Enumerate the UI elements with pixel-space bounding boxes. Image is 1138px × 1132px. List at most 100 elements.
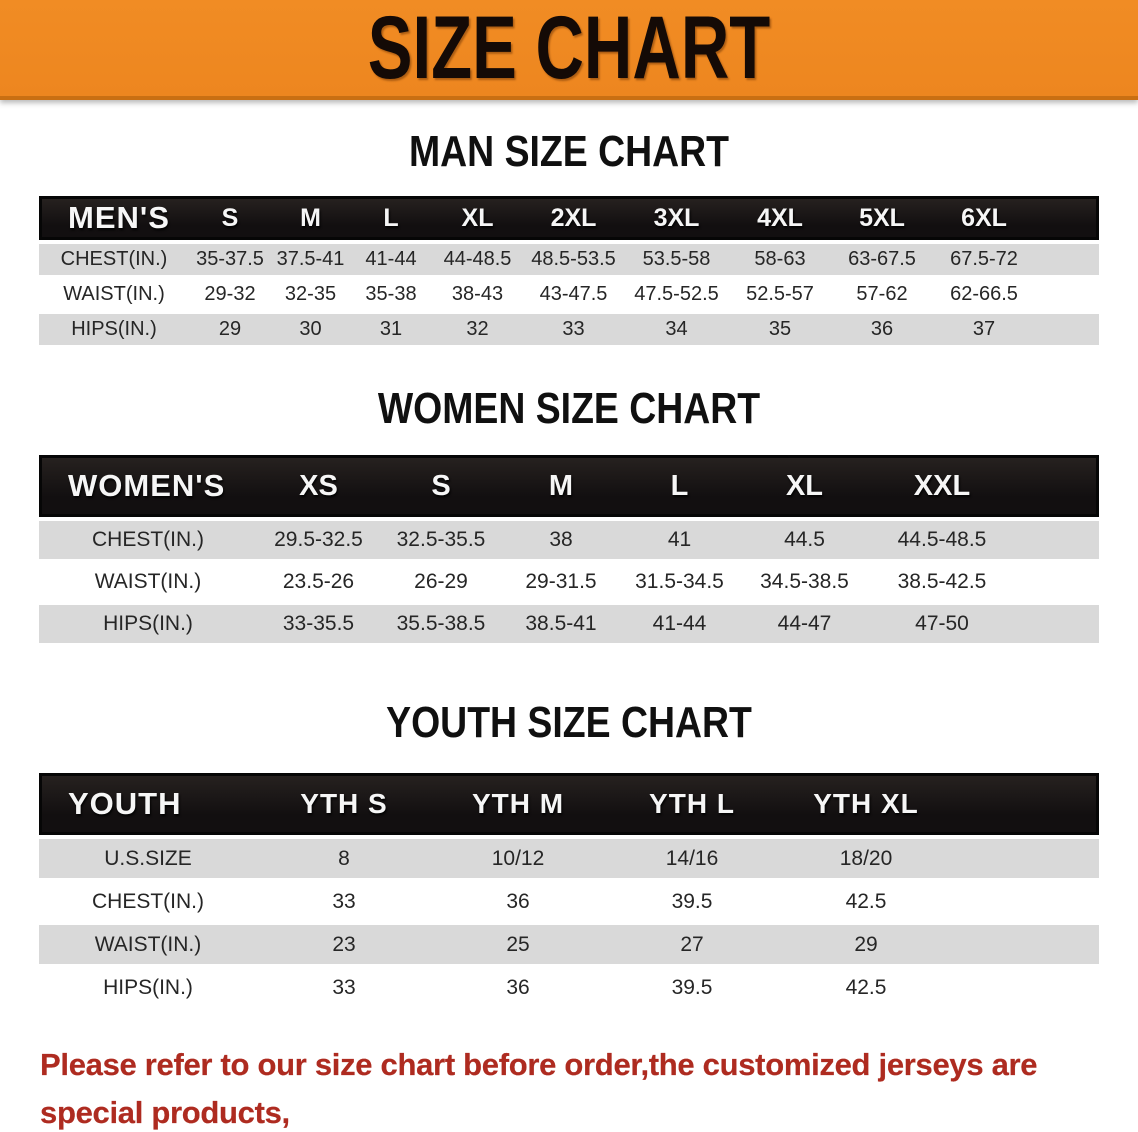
measurement-label-cell: CHEST(IN.) [39, 521, 257, 559]
measurement-value-cell: 33 [523, 314, 624, 345]
size-column-header-cell: M [502, 455, 620, 517]
size-column-header-cell: L [620, 455, 739, 517]
measurement-value-cell: 42.5 [779, 968, 953, 1007]
measurement-value-cell: 58-63 [729, 244, 831, 275]
measurement-value-cell: 47.5-52.5 [624, 279, 729, 310]
row-filler-cell [953, 925, 1099, 964]
measurement-row: HIPS(IN.) 33-35.5 35.5-38.5 38.5-41 41-44 44-… [39, 605, 1099, 643]
size-header-row: YOUTH YTH S YTH M YTH L YTH XL [39, 773, 1099, 835]
measurement-value-cell: 35.5-38.5 [380, 605, 502, 643]
measurement-value-cell: 36 [431, 882, 605, 921]
measurement-value-cell: 31.5-34.5 [620, 563, 739, 601]
title-banner: SIZE CHART [0, 0, 1138, 100]
measurement-value-cell: 41-44 [620, 605, 739, 643]
measurement-value-cell: 39.5 [605, 882, 779, 921]
size-column-header-cell: YTH S [257, 773, 431, 835]
row-filler-cell [953, 882, 1099, 921]
measurement-value-cell: 32.5-35.5 [380, 521, 502, 559]
measurement-value-cell: 62-66.5 [933, 279, 1035, 310]
measurement-value-cell: 67.5-72 [933, 244, 1035, 275]
measurement-value-cell: 23.5-26 [257, 563, 380, 601]
mens-table-body: CHEST(IN.) 35-37.5 37.5-41 41-44 44-48.5 48.5… [39, 244, 1099, 345]
measurement-value-cell: 26-29 [380, 563, 502, 601]
measurement-value-cell: 29 [779, 925, 953, 964]
size-column-header-cell: 2XL [523, 196, 624, 240]
size-column-header-cell: 5XL [831, 196, 933, 240]
mens-table-header: MEN'S S M L XL 2XL 3XL 4XL 5XL 6XL [39, 196, 1099, 240]
row-filler-cell [1035, 244, 1099, 275]
measurement-value-cell: 29 [189, 314, 271, 345]
size-column-header-cell: YTH XL [779, 773, 953, 835]
measurement-value-cell: 53.5-58 [624, 244, 729, 275]
measurement-value-cell: 27 [605, 925, 779, 964]
measurement-value-cell: 38.5-42.5 [870, 563, 1014, 601]
row-filler-cell [1035, 279, 1099, 310]
page-title: SIZE CHART [367, 0, 771, 98]
measurement-value-cell: 37 [933, 314, 1035, 345]
measurement-label-cell: HIPS(IN.) [39, 968, 257, 1007]
size-header-row: MEN'S S M L XL 2XL 3XL 4XL 5XL 6XL [39, 196, 1099, 240]
size-column-header-cell: XXL [870, 455, 1014, 517]
size-column-header-cell: XS [257, 455, 380, 517]
row-filler-cell [1014, 563, 1099, 601]
measurement-label-cell: CHEST(IN.) [39, 882, 257, 921]
measurement-value-cell: 32 [432, 314, 523, 345]
measurement-value-cell: 25 [431, 925, 605, 964]
measurement-value-cell: 33 [257, 882, 431, 921]
measurement-label-cell: WAIST(IN.) [39, 563, 257, 601]
measurement-value-cell: 34.5-38.5 [739, 563, 870, 601]
measurement-value-cell: 57-62 [831, 279, 933, 310]
measurement-value-cell: 48.5-53.5 [523, 244, 624, 275]
size-column-header-cell: 3XL [624, 196, 729, 240]
measurement-value-cell: 33-35.5 [257, 605, 380, 643]
disclaimer-line-1: Please refer to our size chart before or… [40, 1047, 1038, 1130]
youth-section-heading: YOUTH SIZE CHART [386, 698, 752, 747]
measurement-value-cell: 14/16 [605, 839, 779, 878]
measurement-value-cell: 29-32 [189, 279, 271, 310]
header-filler-cell [1014, 455, 1099, 517]
youth-size-table: YOUTH YTH S YTH M YTH L YTH XL U.S.SIZE 8 10/1… [39, 769, 1099, 1011]
size-column-header-cell: S [380, 455, 502, 517]
measurement-row: CHEST(IN.) 35-37.5 37.5-41 41-44 44-48.5 48.5… [39, 244, 1099, 275]
measurement-label-cell: U.S.SIZE [39, 839, 257, 878]
measurement-value-cell: 38.5-41 [502, 605, 620, 643]
man-section-heading: MAN SIZE CHART [409, 127, 729, 176]
size-column-header-cell: M [271, 196, 350, 240]
measurement-row: U.S.SIZE 8 10/12 14/16 18/20 [39, 839, 1099, 878]
measurement-value-cell: 29-31.5 [502, 563, 620, 601]
measurement-value-cell: 35-38 [350, 279, 432, 310]
measurement-row: HIPS(IN.) 29 30 31 32 33 34 35 36 37 [39, 314, 1099, 345]
measurement-value-cell: 44.5-48.5 [870, 521, 1014, 559]
mens-size-table: MEN'S S M L XL 2XL 3XL 4XL 5XL 6XL CHEST(IN.) 35-3… [39, 192, 1099, 349]
row-filler-cell [1035, 314, 1099, 345]
womens-table-body: CHEST(IN.) 29.5-32.5 32.5-35.5 38 41 44.5 44.5… [39, 521, 1099, 643]
measurement-value-cell: 35-37.5 [189, 244, 271, 275]
measurement-value-cell: 31 [350, 314, 432, 345]
measurement-label-cell: HIPS(IN.) [39, 314, 189, 345]
measurement-row: CHEST(IN.) 29.5-32.5 32.5-35.5 38 41 44.5 44.5… [39, 521, 1099, 559]
size-column-header-cell: L [350, 196, 432, 240]
measurement-value-cell: 18/20 [779, 839, 953, 878]
measurement-label-cell: WAIST(IN.) [39, 925, 257, 964]
size-column-header-cell: S [189, 196, 271, 240]
measurement-label-cell: CHEST(IN.) [39, 244, 189, 275]
measurement-value-cell: 44-48.5 [432, 244, 523, 275]
measurement-label-cell: HIPS(IN.) [39, 605, 257, 643]
row-filler-cell [953, 839, 1099, 878]
header-filler-cell [1035, 196, 1099, 240]
measurement-row: WAIST(IN.) 23.5-26 26-29 29-31.5 31.5-34.5 34… [39, 563, 1099, 601]
measurement-value-cell: 52.5-57 [729, 279, 831, 310]
table-title-cell: YOUTH [39, 773, 257, 835]
header-filler-cell [953, 773, 1099, 835]
measurement-value-cell: 36 [431, 968, 605, 1007]
womens-size-table: WOMEN'S XS S M L XL XXL CHEST(IN.) 29.5-32.5 32.… [39, 451, 1099, 647]
measurement-label-cell: WAIST(IN.) [39, 279, 189, 310]
size-header-row: WOMEN'S XS S M L XL XXL [39, 455, 1099, 517]
size-column-header-cell: 4XL [729, 196, 831, 240]
measurement-row: WAIST(IN.) 23 25 27 29 [39, 925, 1099, 964]
measurement-value-cell: 36 [831, 314, 933, 345]
measurement-value-cell: 43-47.5 [523, 279, 624, 310]
women-section-heading: WOMEN SIZE CHART [377, 384, 761, 433]
measurement-value-cell: 30 [271, 314, 350, 345]
measurement-value-cell: 32-35 [271, 279, 350, 310]
